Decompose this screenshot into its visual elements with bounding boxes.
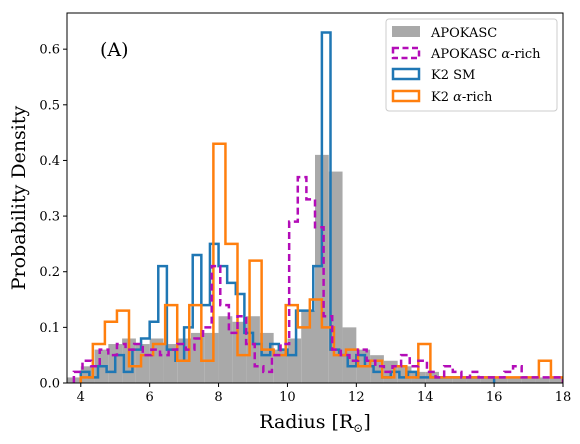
apokasc-bar <box>397 366 412 383</box>
plot-frame <box>66 12 564 384</box>
apokasc-bar <box>135 344 150 383</box>
legend-label-apokasc-alpha-rich: APOKASC α-rich <box>430 47 541 62</box>
apokasc-bar <box>246 316 260 383</box>
legend: APOKASC APOKASC α-rich K2 SM K2 α-rich <box>385 18 558 112</box>
apokasc-bar <box>452 377 467 383</box>
apokasc-bar <box>287 338 302 383</box>
apokasc-alpha-rich-step <box>72 175 563 383</box>
legend-label-k2-alpha-rich: K2 α-rich <box>431 90 493 105</box>
apokasc-bar <box>80 366 95 383</box>
apokasc-bar <box>521 377 536 383</box>
y-tick-label: 0.0 <box>39 377 60 392</box>
apokasc-bar <box>315 154 329 383</box>
legend-label-k2-sm: K2 SM <box>431 68 475 83</box>
apokasc-bar <box>439 377 453 383</box>
apokasc-bar <box>218 316 233 383</box>
y-tick-label: 0.4 <box>39 154 60 169</box>
x-tick-label: 18 <box>555 390 572 405</box>
apokasc-bar <box>191 332 205 383</box>
legend-swatch-k2-alpha-rich <box>391 89 421 103</box>
y-tick-label: 0.2 <box>39 265 60 280</box>
bars-layer <box>67 31 563 383</box>
x-tick-label: 4 <box>77 390 85 405</box>
y-axis-label: Probability Density <box>8 105 30 290</box>
x-tick-label: 6 <box>146 390 154 405</box>
legend-swatch-apokasc-alpha-rich <box>391 46 421 60</box>
apokasc-bar <box>549 377 563 383</box>
apokasc-bar <box>163 344 178 383</box>
y-axis: 0.0 0.1 0.2 0.3 0.4 0.5 0.6 <box>39 43 67 392</box>
apokasc-bar <box>494 377 508 383</box>
apokasc-bar <box>273 349 288 383</box>
apokasc-bar <box>507 377 522 383</box>
legend-swatch-apokasc <box>392 26 420 37</box>
y-tick-label: 0.1 <box>39 321 60 336</box>
x-tick-label: 10 <box>279 390 296 405</box>
y-tick-label: 0.5 <box>39 98 60 113</box>
x-tick-label: 16 <box>486 390 503 405</box>
apokasc-bar <box>535 377 550 383</box>
apokasc-bar <box>370 355 384 383</box>
y-tick-label: 0.6 <box>39 43 60 58</box>
apokasc-bar <box>301 310 315 383</box>
x-tick-label: 8 <box>214 390 222 405</box>
apokasc-bar <box>466 377 481 383</box>
legend-box <box>385 18 558 112</box>
legend-label-apokasc: APOKASC <box>430 26 497 41</box>
x-axis: 4 6 8 10 12 14 16 18 <box>77 383 572 405</box>
x-axis-label: Radius [R⊙] <box>259 411 371 435</box>
apokasc-bar <box>232 321 247 383</box>
apokasc-bar <box>480 377 495 383</box>
y-tick-label: 0.3 <box>39 210 60 225</box>
x-tick-label: 12 <box>348 390 365 405</box>
k2-sm-step <box>79 31 496 383</box>
legend-swatch-k2-sm <box>391 67 421 81</box>
x-tick-label: 14 <box>417 390 434 405</box>
panel-label: (A) <box>100 39 129 61</box>
apokasc-bar <box>204 332 219 383</box>
k2-alpha-rich-step <box>79 142 563 383</box>
